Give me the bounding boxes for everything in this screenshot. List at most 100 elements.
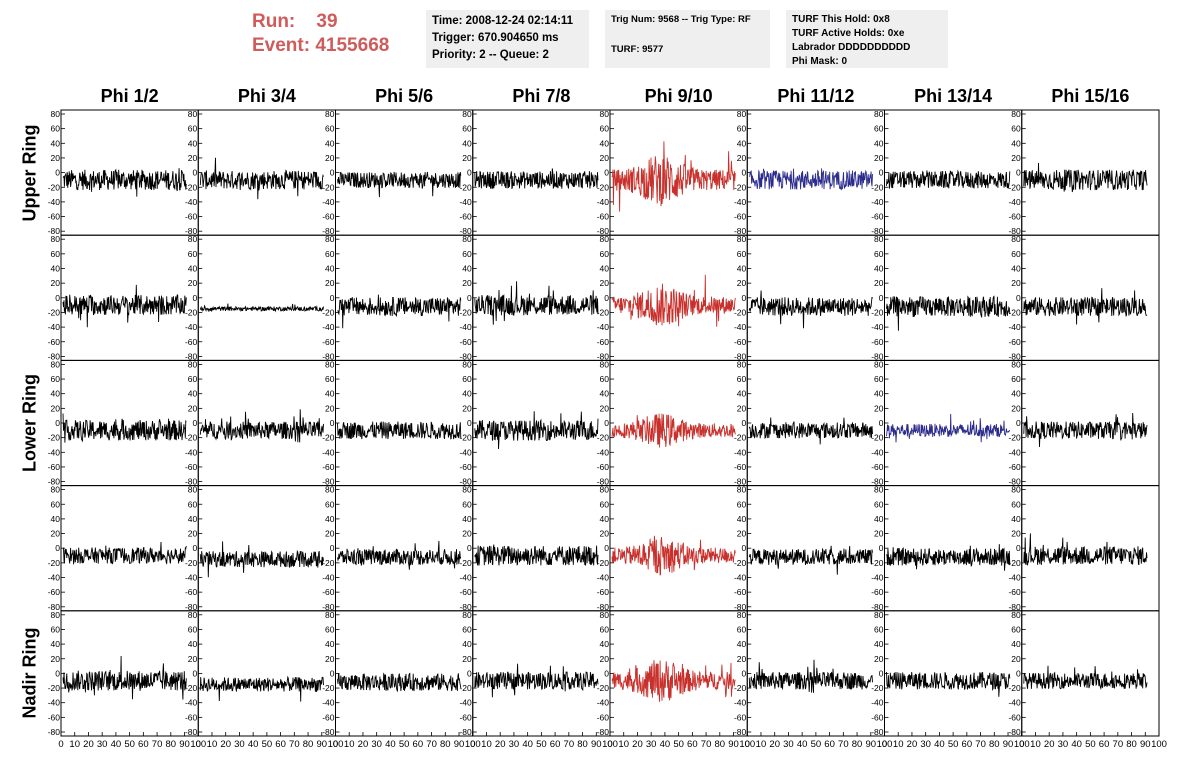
y-tick-label: -60	[734, 212, 747, 222]
y-tick-label: 0	[742, 168, 747, 178]
y-tick-label: 40	[51, 264, 61, 274]
y-tick-label: -80	[597, 602, 610, 612]
x-tick-label: 10	[69, 739, 80, 750]
y-tick-label: 0	[330, 418, 335, 428]
y-tick-label: -80	[48, 226, 61, 236]
y-tick-label: -80	[871, 602, 884, 612]
y-tick-label: -60	[871, 712, 884, 722]
y-tick-label: -20	[322, 683, 335, 693]
x-tick-label: 10	[893, 739, 904, 750]
waveform-trace	[337, 171, 462, 198]
y-tick-label: -60	[459, 712, 472, 722]
y-tick-label: 40	[462, 389, 472, 399]
y-tick-label: 80	[737, 359, 747, 369]
y-tick-label: 20	[51, 654, 61, 664]
y-tick-label: -80	[322, 226, 335, 236]
y-tick-label: 80	[737, 485, 747, 495]
y-tick-label: 80	[1011, 234, 1021, 244]
y-tick-label: -20	[734, 433, 747, 443]
waveform-trace	[199, 675, 324, 702]
y-tick-label: -40	[597, 573, 610, 583]
y-tick-label: -80	[1008, 602, 1021, 612]
y-tick-label: 80	[325, 610, 335, 620]
y-tick-label: 60	[51, 249, 61, 259]
y-tick-label: -60	[1008, 587, 1021, 597]
y-tick-label: 80	[600, 234, 610, 244]
y-tick-label: 0	[742, 293, 747, 303]
y-tick-label: 40	[462, 639, 472, 649]
x-tick-label: 80	[440, 739, 451, 750]
waveform-panel: 80 60 40 20 0 -20 -40 -60 -80	[185, 234, 336, 361]
y-tick-label: 80	[874, 109, 884, 119]
x-tick-label: 90	[865, 739, 876, 750]
y-tick-label: -80	[871, 351, 884, 361]
y-tick-label: -60	[48, 337, 61, 347]
y-tick-label: 60	[874, 499, 884, 509]
waveform-trace	[1023, 412, 1148, 448]
y-tick-label: 60	[462, 124, 472, 134]
y-tick-label: -20	[1008, 182, 1021, 192]
y-tick-label: -60	[48, 712, 61, 722]
y-tick-label: -20	[871, 182, 884, 192]
y-tick-label: 0	[55, 418, 60, 428]
y-tick-label: 80	[600, 359, 610, 369]
waveform-trace	[474, 411, 599, 450]
x-tick-label: 70	[701, 739, 712, 750]
y-tick-label: 40	[51, 138, 61, 148]
x-tick-label: 10	[481, 739, 492, 750]
y-tick-label: 20	[325, 529, 335, 539]
x-tick-label: 0	[196, 739, 201, 750]
y-tick-label: 0	[742, 418, 747, 428]
y-tick-label: -60	[871, 587, 884, 597]
x-tick-label: 10	[1030, 739, 1041, 750]
y-tick-label: -40	[459, 573, 472, 583]
y-tick-label: 60	[600, 624, 610, 634]
x-tick-label: 100	[465, 739, 481, 750]
y-tick-label: -20	[734, 307, 747, 317]
y-tick-label: -80	[459, 351, 472, 361]
x-tick-label: 80	[989, 739, 1000, 750]
x-tick-label: 10	[207, 739, 218, 750]
y-tick-label: 60	[462, 624, 472, 634]
y-tick-label: 40	[188, 264, 198, 274]
panel-frame	[197, 234, 336, 361]
y-tick-label: -20	[185, 307, 198, 317]
y-tick-label: 20	[325, 153, 335, 163]
panel-frame	[746, 610, 885, 737]
y-tick-label: 80	[325, 359, 335, 369]
x-tick-label: 0	[470, 739, 475, 750]
y-tick-label: 60	[1011, 499, 1021, 509]
y-tick-label: 40	[737, 639, 747, 649]
y-tick-label: 60	[874, 124, 884, 134]
time-info-box: Time: 2008-12-24 02:14:11 Trigger: 670.9…	[426, 10, 589, 68]
y-tick-label: -40	[459, 322, 472, 332]
y-tick-label: -60	[322, 462, 335, 472]
panel-frame	[746, 234, 885, 361]
waveform-trace	[474, 544, 599, 566]
y-tick-label: 20	[188, 278, 198, 288]
y-tick-label: 20	[737, 403, 747, 413]
y-tick-label: 20	[325, 403, 335, 413]
y-tick-label: 0	[55, 168, 60, 178]
y-tick-label: -60	[597, 587, 610, 597]
y-tick-label: 20	[874, 278, 884, 288]
y-tick-label: -60	[871, 462, 884, 472]
x-tick-label: 100	[877, 739, 893, 750]
y-tick-label: 20	[462, 529, 472, 539]
x-tick-label: 0	[882, 739, 887, 750]
waveform-trace	[337, 540, 462, 570]
x-tick-label: 90	[591, 739, 602, 750]
y-tick-label: -40	[871, 698, 884, 708]
y-tick-label: 0	[467, 668, 472, 678]
y-tick-label: -80	[322, 602, 335, 612]
waveform-trace	[474, 168, 599, 190]
y-tick-label: 0	[467, 293, 472, 303]
panel-frame	[609, 359, 748, 487]
y-tick-label: -20	[459, 433, 472, 443]
y-tick-label: 20	[1011, 654, 1021, 664]
y-tick-label: -40	[322, 322, 335, 332]
y-tick-label: 40	[600, 138, 610, 148]
y-tick-label: 0	[193, 293, 198, 303]
waveform-panel: 80 60 40 20 0 -20 -40 -60 -80	[871, 109, 1023, 236]
y-tick-label: -20	[48, 558, 61, 568]
